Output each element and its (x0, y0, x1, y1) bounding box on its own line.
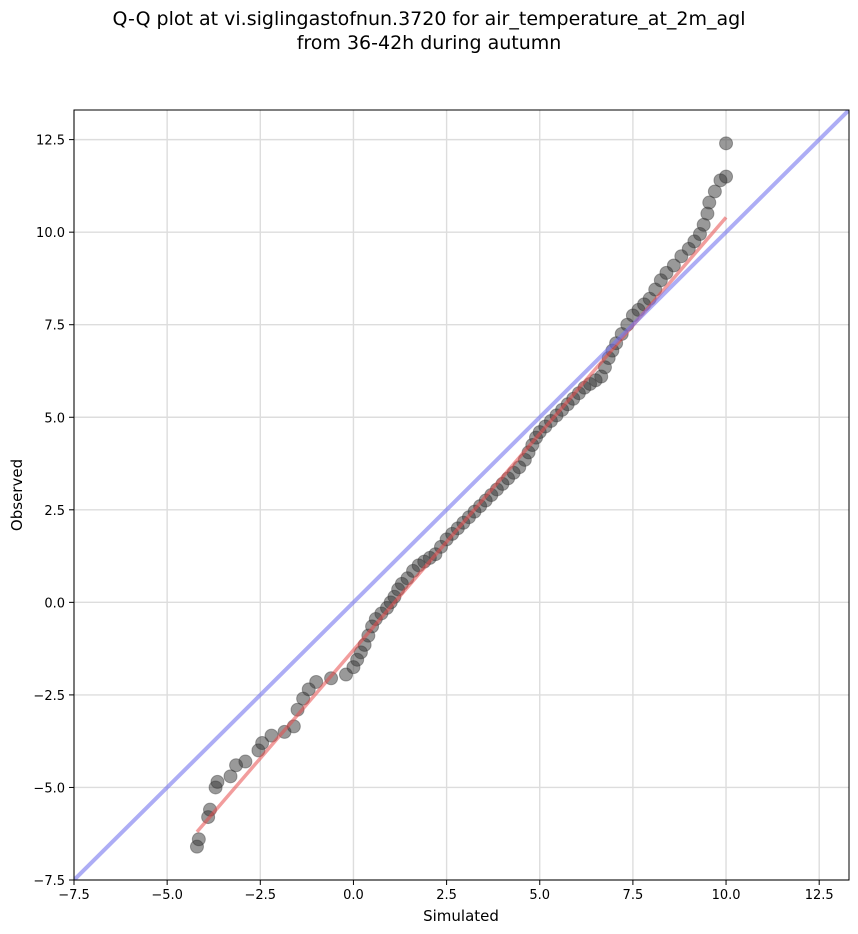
data-point-83 (666, 258, 681, 273)
reference-lines (74, 110, 849, 880)
x-tick-label-4: 2.5 (436, 888, 457, 903)
chart-title-line-1: Q-Q plot at vi.siglingastofnun.3720 for … (112, 8, 746, 30)
x-axis-label: Simulated (423, 907, 499, 925)
data-point-93 (719, 169, 734, 184)
y-tick-label-1: −5.0 (33, 781, 65, 796)
data-point-10 (255, 736, 270, 751)
y-axis-label: Observed (8, 459, 26, 531)
y-tick-label-0: −7.5 (33, 874, 65, 889)
y-tick-label-4: 2.5 (44, 504, 65, 519)
y-axis-ticks: −7.5 −5.0 −2.5 0.0 2.5 5.0 7.5 10.0 12.5 (33, 134, 74, 889)
data-point-91 (707, 184, 722, 199)
y-tick-label-3: 0.0 (44, 596, 65, 611)
y-tick-label-7: 10.0 (36, 226, 65, 241)
plot-frame (73, 109, 850, 881)
y-tick-label-8: 12.5 (36, 134, 65, 149)
data-point-8 (238, 754, 253, 769)
x-tick-label-3: 0.0 (343, 888, 364, 903)
identity-line (74, 110, 849, 880)
data-point-6 (223, 769, 238, 784)
data-point-94 (719, 136, 734, 151)
data-point-90 (702, 195, 717, 210)
x-axis-ticks: −7.5 −5.0 −2.5 0.0 2.5 5.0 7.5 10.0 12.5 (58, 880, 834, 903)
x-tick-label-0: −7.5 (58, 888, 90, 903)
y-tick-label-6: 7.5 (44, 319, 65, 334)
data-point-5 (210, 774, 225, 789)
data-point-1 (191, 832, 206, 847)
data-point-17 (309, 674, 324, 689)
x-tick-label-2: −2.5 (245, 888, 277, 903)
y-tick-label-5: 5.0 (44, 411, 65, 426)
y-tick-label-2: −2.5 (33, 689, 65, 704)
x-tick-label-5: 5.0 (529, 888, 550, 903)
x-tick-label-8: 12.5 (805, 888, 834, 903)
x-tick-label-6: 7.5 (623, 888, 644, 903)
x-tick-label-1: −5.0 (151, 888, 183, 903)
x-tick-label-7: 10.0 (712, 888, 741, 903)
chart-title-line-2: from 36-42h during autumn (296, 32, 562, 54)
